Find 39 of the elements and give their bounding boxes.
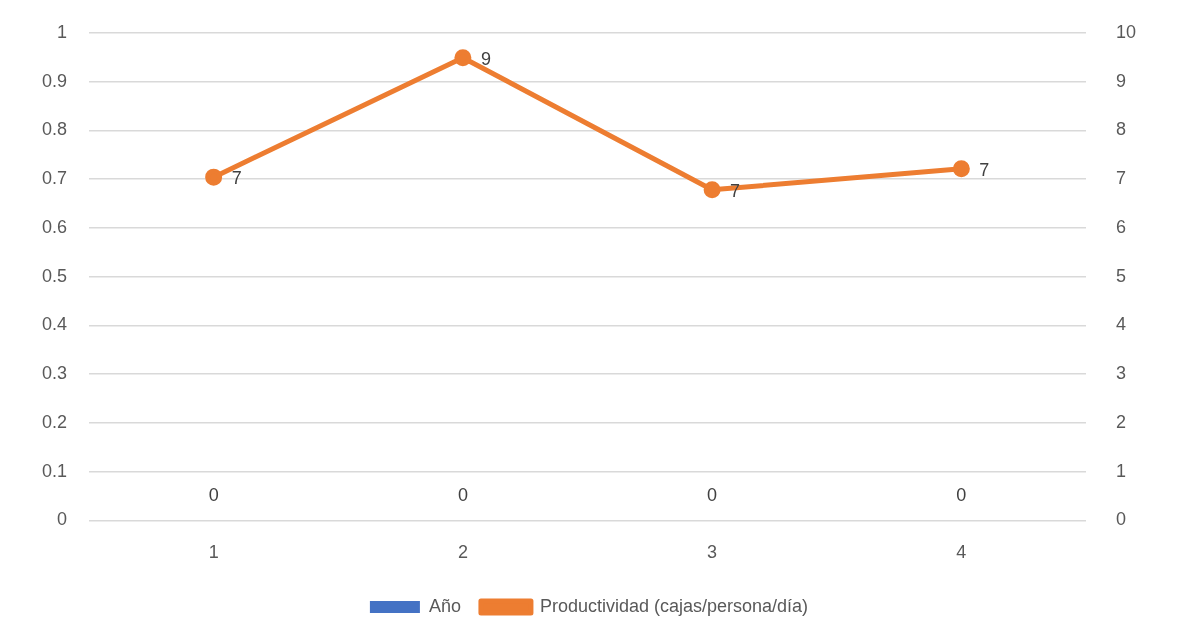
y2-tick-label: 8	[1115, 119, 1126, 140]
legend-label: Año	[428, 595, 461, 616]
y-tick-label: 0.7	[41, 168, 68, 189]
data-label: 0	[208, 485, 219, 506]
point	[454, 49, 472, 67]
y2-tick-label: 2	[1115, 411, 1126, 432]
y2-tick-label: 0	[1115, 509, 1126, 530]
y2-tick-label: 3	[1115, 363, 1126, 384]
y-tick-label: 0.2	[41, 411, 68, 432]
x-tick-label: 3	[707, 542, 718, 563]
y2-tick-label: 6	[1115, 216, 1126, 237]
y-tick-label: 0	[57, 509, 68, 530]
y2-tick-label: 9	[1115, 70, 1126, 91]
data-label: 7	[979, 159, 990, 180]
data-label: 9	[480, 48, 491, 69]
y2-tick-label: 10	[1115, 21, 1137, 42]
y-tick-label: 0.1	[41, 460, 68, 481]
data-label: 0	[956, 485, 967, 506]
y-tick-label: 0.4	[41, 314, 68, 335]
x-tick-label: 4	[956, 542, 967, 563]
y-tick-label: 0.6	[41, 216, 68, 237]
y-tick-label: 1	[57, 21, 68, 42]
y-tick-label: 0.8	[41, 119, 68, 140]
data-label: 7	[231, 168, 242, 189]
point	[952, 160, 970, 178]
point	[205, 168, 223, 186]
point	[703, 181, 721, 199]
legend-label: Productividad (cajas/persona/día)	[539, 595, 809, 616]
data-label: 0	[707, 485, 718, 506]
x-tick-label: 2	[457, 542, 468, 563]
y2-tick-label: 5	[1115, 265, 1126, 286]
x-tick-label: 1	[208, 542, 219, 563]
y2-tick-label: 1	[1115, 460, 1126, 481]
y2-tick-label: 7	[1115, 168, 1126, 189]
y-tick-label: 0.9	[41, 70, 68, 91]
y-tick-label: 0.5	[41, 265, 68, 286]
y2-tick-label: 4	[1115, 314, 1126, 335]
y-tick-label: 0.3	[41, 363, 68, 384]
data-label: 0	[457, 485, 468, 506]
